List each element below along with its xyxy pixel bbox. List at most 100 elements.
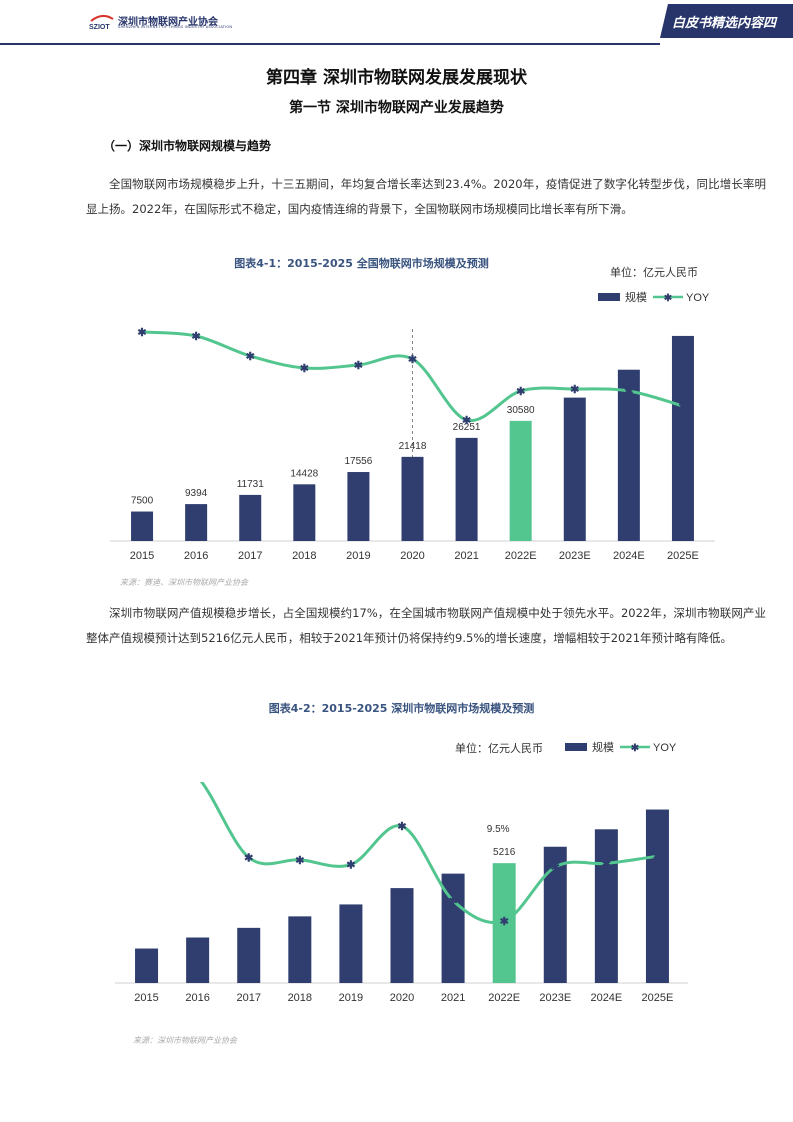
yoy-marker-2024E: ✱ [602,858,611,870]
yoy-marker-2025E: ✱ [678,401,687,413]
yoy-marker-2024E: ✱ [624,386,633,398]
bar-2017 [237,927,261,983]
bar-2025E [645,809,669,983]
bar-2023E [543,846,567,983]
bar-label-2022E: 30580 [507,405,535,416]
x-tick-2020: 2020 [400,550,424,562]
bar-2025E [671,335,694,541]
bar-2021 [441,873,465,983]
yoy-marker-2016: ✱ [192,331,201,343]
paragraph-national: 全国物联网市场规模稳步上升，十三五期间，年均复合增长率达到23.4%。2020年… [86,177,766,216]
x-tick-2019: 2019 [339,992,363,1004]
bar-2023E [563,397,586,541]
bar-2019 [339,904,363,983]
x-tick-2025E: 2025E [667,550,699,562]
bar-2016 [186,937,210,983]
yoy-marker-2020: ✱ [408,354,417,366]
legend-yoy-marker: ✱ [664,293,673,304]
x-tick-2024E: 2024E [613,550,645,562]
yoy-marker-2018: ✱ [295,855,304,867]
x-tick-2020: 2020 [390,992,414,1004]
x-tick-2015: 2015 [134,992,158,1004]
org-name: 深圳市物联网产业协会 [118,17,218,28]
x-tick-2021: 2021 [441,992,465,1004]
x-tick-2018: 2018 [292,550,316,562]
page-header: SZIOT 深圳市物联网产业协会 SHENZHEN INTERNET OF TH… [0,0,793,45]
figure2-title: 图表4-2：2015-2025 深圳市物联网市场规模及预测 [268,702,535,715]
bar-2022E [492,863,516,983]
yoy-label-2022E: 9.5% [487,824,510,835]
bar-2022E [509,420,532,541]
subsection-title: （一）深圳市物联网规模与趋势 [103,139,272,153]
yoy-marker-2022E: ✱ [500,916,509,928]
org-name-en: SHENZHEN INTERNET OF THINGS INDUSTRY ASS… [118,25,233,29]
national-market-chart: 7500 2015 9394 2016 11731 2017 14428 2018 17556 2… [110,265,715,562]
yoy-marker-2017: ✱ [246,351,255,363]
sziot-logo-icon: SZIOT [89,15,114,31]
x-tick-2016: 2016 [185,992,209,1004]
bar-label-2016: 9394 [185,488,208,499]
bar-2016 [185,504,208,541]
bar-2020 [401,456,424,541]
unit-label: 单位：亿元人民币 [455,741,543,755]
figure2-source: 来源：深圳市物联网产业协会 [133,1036,237,1045]
x-tick-2017: 2017 [238,550,262,562]
yoy-marker-2021: ✱ [462,415,471,427]
paragraph-shenzhen: 深圳市物联网产值规模稳步增长，占全国规模约17%，在全国城市物联网产值规模中处于… [86,606,766,645]
yoy-marker-2021: ✱ [448,896,457,908]
bar-2018 [293,484,316,541]
x-tick-2023E: 2023E [559,550,591,562]
yoy-marker-2025E: ✱ [653,851,662,863]
chapter-title: 第四章 深圳市物联网发展发展现状 [266,68,527,88]
figure1-title: 图表4-1：2015-2025 全国物联网市场规模及预测 [234,257,489,270]
bar-label-2015: 7500 [131,496,154,507]
x-tick-2024E: 2024E [590,992,622,1004]
bar-2019 [347,472,370,541]
yoy-marker-2019: ✱ [354,360,363,372]
x-tick-2025E: 2025E [642,992,674,1004]
figure1-source: 来源：赛迪、深圳市物联网产业协会 [120,578,248,587]
shenzhen-market-chart: 2015 2016 2017 2018 2019 2020 2021 5216 2022E 202… [115,740,688,1004]
bar-label-2019: 17556 [345,456,373,467]
bar-label-2020: 21418 [399,441,427,452]
legend-yoy-marker: ✱ [631,743,640,754]
x-tick-2021: 2021 [454,550,478,562]
section-tag-label: 白皮书精选内容四 [672,16,777,31]
bar-2020 [390,888,414,983]
section-tag: 白皮书精选内容四 [660,4,793,38]
x-tick-2016: 2016 [184,550,208,562]
bar-2017 [239,494,262,541]
x-tick-2019: 2019 [346,550,370,562]
yoy-marker-2018: ✱ [300,363,309,375]
yoy-marker-2017: ✱ [244,852,253,864]
legend-yoy-label: YOY [653,742,677,754]
logo-text: SZIOT [89,24,110,31]
bar-label-2021: 26251 [453,422,481,433]
yoy-marker-2015: ✱ [137,327,146,339]
bar-2024E [594,829,618,983]
legend-bar-swatch [565,743,587,751]
legend-bar-swatch [598,293,620,301]
bar-label-2022E: 5216 [493,847,516,858]
x-tick-2022E: 2022E [505,550,537,562]
bar-label-2018: 14428 [290,468,318,479]
bar-2015 [131,511,154,541]
bar-2018 [288,916,312,983]
bar-2015 [135,948,159,983]
x-tick-2018: 2018 [288,992,312,1004]
unit-label: 单位：亿元人民币 [610,265,698,279]
x-tick-2023E: 2023E [539,992,571,1004]
yoy-marker-2019: ✱ [346,860,355,872]
x-tick-2015: 2015 [130,550,154,562]
yoy-marker-2023E: ✱ [570,384,579,396]
legend-yoy-label: YOY [686,292,710,304]
section-title: 第一节 深圳市物联网产业发展趋势 [289,100,504,116]
x-tick-2017: 2017 [236,992,260,1004]
bar-label-2017: 11731 [237,479,265,490]
legend-bar-label: 规模 [592,740,614,754]
bar-2024E [617,369,640,541]
association-logo: SZIOT 深圳市物联网产业协会 SHENZHEN INTERNET OF TH… [88,12,232,34]
yoy-marker-2022E: ✱ [516,386,525,398]
yoy-marker-2023E: ✱ [551,862,560,874]
legend-bar-label: 规模 [625,290,647,304]
